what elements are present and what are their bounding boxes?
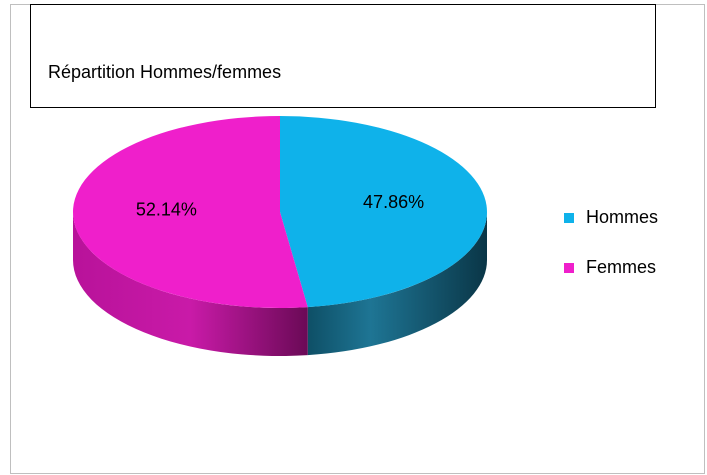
pie-side bbox=[307, 212, 488, 356]
data-label: 47.86% bbox=[363, 192, 424, 212]
legend-label: Hommes bbox=[586, 207, 658, 227]
pie-side bbox=[73, 212, 308, 356]
legend-swatch bbox=[564, 263, 574, 273]
pie-slice bbox=[280, 116, 488, 308]
pie-slice bbox=[73, 116, 308, 308]
labels: 47.86% 52.14% bbox=[136, 192, 424, 219]
legend-swatch bbox=[564, 213, 574, 223]
title-box bbox=[30, 4, 656, 108]
legend: Hommes Femmes bbox=[564, 207, 658, 277]
data-label: 52.14% bbox=[136, 199, 197, 219]
pie bbox=[73, 116, 488, 356]
chart-title: Répartition Hommes/femmes bbox=[48, 62, 281, 82]
legend-label: Femmes bbox=[586, 257, 656, 277]
